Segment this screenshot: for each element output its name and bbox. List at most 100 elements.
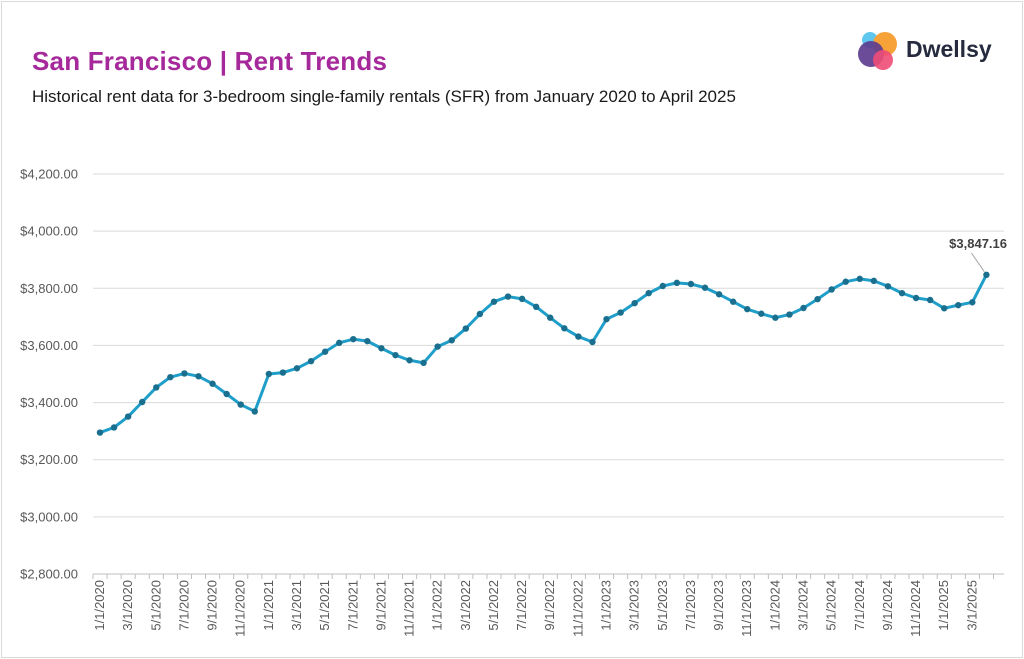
x-tick-label: 7/1/2022	[514, 580, 529, 631]
data-point	[842, 278, 849, 285]
data-point	[378, 345, 385, 352]
data-point	[139, 398, 146, 406]
data-point	[983, 271, 990, 279]
data-point	[631, 299, 638, 307]
page-subtitle: Historical rent data for 3-bedroom singl…	[32, 87, 736, 106]
data-point	[490, 298, 498, 305]
x-tick-label: 11/1/2022	[570, 580, 585, 637]
x-tick-label: 7/1/2024	[852, 580, 867, 631]
x-tick-label: 11/1/2023	[739, 580, 754, 637]
series-line	[99, 274, 988, 434]
data-point	[941, 305, 948, 312]
y-tick-label: $4,000.00	[20, 224, 78, 239]
data-point	[715, 291, 723, 298]
x-tick-label: 9/1/2020	[205, 580, 220, 631]
x-tick-label: 5/1/2022	[486, 580, 501, 631]
x-tick-label: 3/1/2021	[289, 580, 304, 631]
data-point	[167, 373, 174, 381]
data-point	[547, 314, 554, 321]
x-axis	[92, 573, 1004, 579]
x-tick-label: 7/1/2023	[683, 580, 698, 631]
data-point	[462, 325, 470, 332]
data-point	[504, 293, 512, 300]
y-tick-label: $3,000.00	[20, 509, 78, 524]
data-point	[209, 380, 216, 387]
data-point	[434, 343, 441, 350]
x-tick-label: 7/1/2021	[345, 580, 360, 631]
data-point	[659, 282, 666, 290]
x-tick-label: 9/1/2021	[373, 580, 388, 631]
data-point	[729, 298, 737, 305]
x-tick-label: 7/1/2020	[176, 580, 191, 631]
data-point	[420, 359, 427, 367]
x-tick-label: 3/1/2025	[964, 580, 979, 631]
annotation-leader	[970, 252, 985, 273]
data-label-last-value: $3,847.16	[949, 236, 1007, 251]
x-tick-label: 9/1/2023	[711, 580, 726, 631]
data-point	[321, 348, 329, 355]
dwellsy-logo-icon	[858, 32, 897, 70]
gridlines	[93, 173, 1004, 518]
y-tick-label: $3,200.00	[20, 452, 78, 467]
series-layer	[96, 271, 990, 436]
y-tick-label: $4,200.00	[20, 167, 78, 182]
data-point	[969, 299, 976, 306]
data-point	[912, 294, 920, 302]
x-tick-label: 1/1/2023	[599, 580, 614, 631]
data-point	[307, 357, 315, 365]
data-point	[645, 289, 652, 297]
data-point	[800, 304, 807, 312]
y-tick-label: $2,800.00	[20, 567, 78, 582]
data-point	[744, 305, 751, 313]
data-point	[884, 283, 892, 290]
data-point	[926, 296, 934, 304]
x-tick-label: 1/1/2022	[430, 580, 445, 631]
x-tick-label: 3/1/2020	[120, 580, 135, 631]
x-tick-label: 1/1/2021	[261, 580, 276, 631]
x-tick-label: 1/1/2025	[936, 580, 951, 631]
data-point	[153, 384, 160, 391]
data-point	[181, 370, 188, 377]
data-point	[870, 277, 878, 285]
data-point	[617, 309, 624, 316]
data-point	[448, 337, 455, 344]
data-point	[828, 286, 835, 293]
brand-name: Dwellsy	[906, 36, 992, 62]
x-axis-ticks: 1/1/2020 3/1/2020 5/1/2020 7/1/2020 9/1/2020…	[92, 580, 979, 637]
y-tick-label: $3,800.00	[20, 281, 78, 296]
x-tick-label: 5/1/2020	[148, 580, 163, 631]
brand-logo: Dwellsy	[856, 28, 1006, 74]
annotation-layer: $3,847.16	[949, 236, 1007, 273]
x-tick-label: 11/1/2020	[233, 580, 248, 637]
data-point	[518, 295, 526, 303]
x-tick-label: 5/1/2021	[317, 580, 332, 631]
data-point	[856, 275, 863, 283]
x-tick-label: 1/1/2024	[767, 580, 782, 631]
data-point	[772, 314, 779, 321]
x-tick-label: 5/1/2023	[655, 580, 670, 631]
page-title: San Francisco | Rent Trends	[32, 46, 388, 76]
data-point	[814, 295, 821, 303]
data-point	[265, 370, 273, 378]
x-tick-label: 3/1/2022	[458, 580, 473, 631]
data-point	[786, 311, 793, 318]
data-point	[603, 315, 610, 323]
data-point	[532, 303, 540, 311]
data-point	[279, 369, 287, 376]
data-point	[350, 335, 357, 343]
y-tick-label: $3,600.00	[20, 338, 78, 353]
data-point	[293, 365, 301, 372]
data-point	[251, 408, 258, 415]
data-point	[898, 289, 906, 297]
y-axis-ticks: $4,200.00 $4,000.00 $3,800.00 $3,600.00 $3,4…	[20, 167, 78, 582]
x-tick-label: 3/1/2024	[796, 580, 811, 631]
data-point	[758, 310, 765, 317]
data-point	[589, 338, 596, 346]
data-point	[701, 284, 709, 291]
x-tick-label: 9/1/2022	[542, 580, 557, 631]
data-point	[687, 280, 695, 288]
data-point	[673, 279, 681, 287]
data-point	[955, 301, 962, 309]
